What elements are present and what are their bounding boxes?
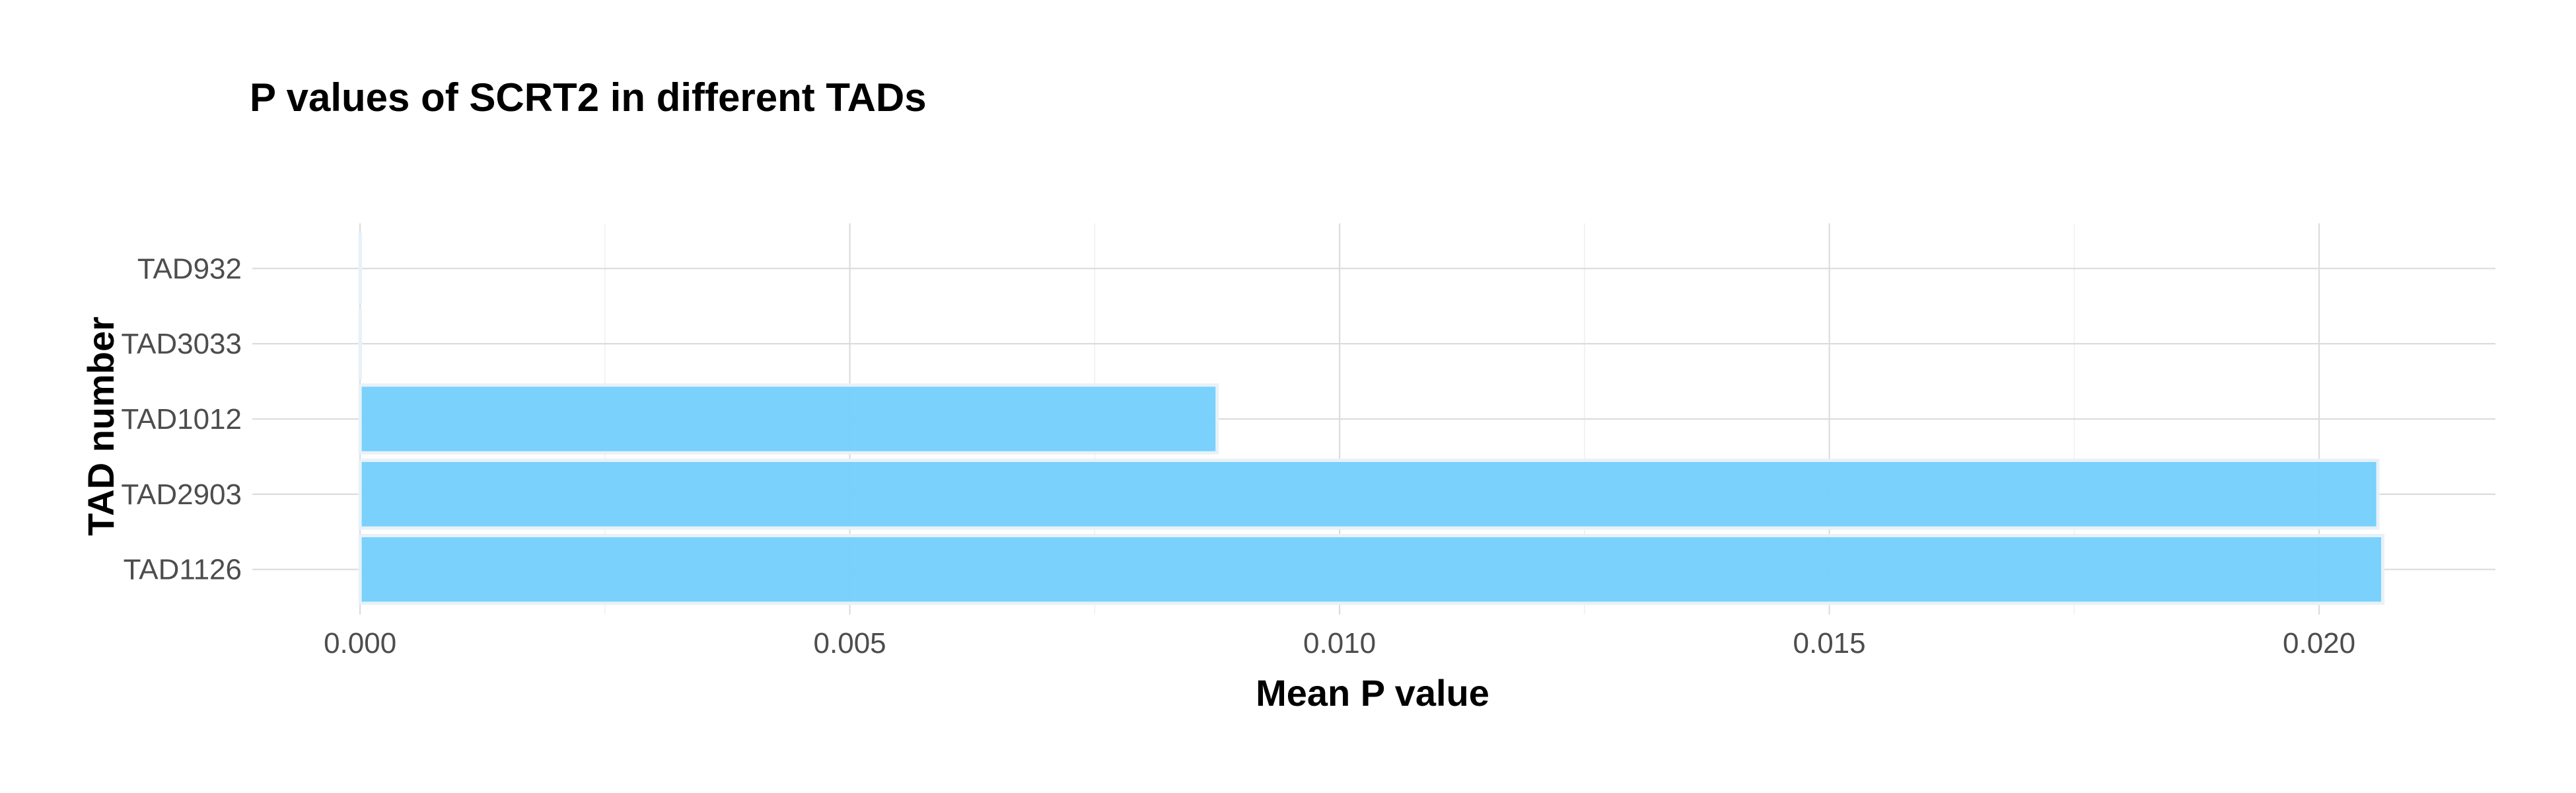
bar-tad932 [358, 233, 363, 305]
x-tick-label: 0.015 [1793, 627, 1866, 660]
y-tick-label: TAD1126 [124, 554, 242, 586]
bars [358, 233, 2384, 605]
y-axis-title: TAD number [80, 317, 122, 536]
x-tick-label: 0.010 [1303, 627, 1376, 660]
y-tick-label: TAD3033 [121, 328, 242, 360]
x-tick-label: 0.020 [2283, 627, 2355, 660]
bar-tad2903 [358, 459, 2380, 530]
y-tick-label: TAD1012 [121, 403, 242, 435]
chart-title: P values of SCRT2 in different TADs [250, 75, 927, 120]
y-axis-tick-labels: TAD932 TAD3033 TAD1012 TAD2903 TAD1126 [121, 252, 242, 585]
x-tick-label: 0.005 [814, 627, 886, 660]
y-tick-label: TAD932 [137, 252, 242, 285]
bar-tad3033 [358, 308, 363, 379]
y-tick-label: TAD2903 [121, 478, 242, 511]
x-axis-title: Mean P value [1256, 672, 1489, 714]
x-axis-tick-labels: 0.000 0.005 0.010 0.015 0.020 [324, 627, 2355, 660]
bar-tad1126 [358, 533, 2384, 605]
bar-tad1012 [358, 383, 1219, 455]
x-tick-label: 0.000 [324, 627, 396, 660]
